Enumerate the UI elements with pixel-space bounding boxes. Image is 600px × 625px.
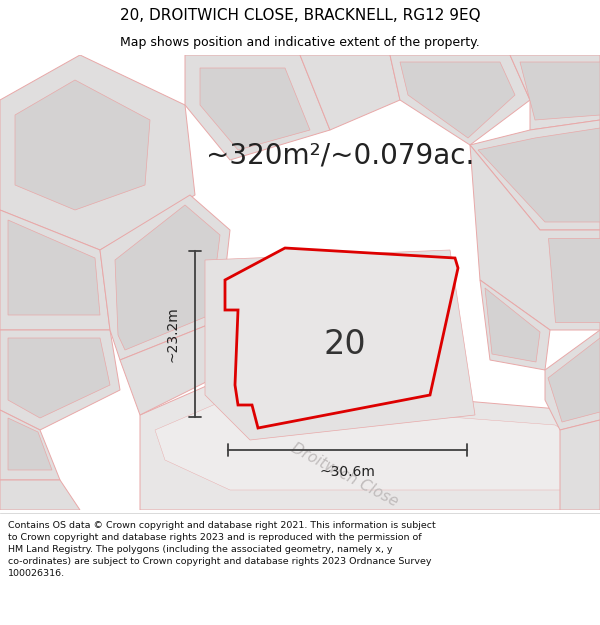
Polygon shape bbox=[548, 238, 600, 322]
Polygon shape bbox=[510, 55, 600, 130]
Polygon shape bbox=[390, 55, 530, 145]
Polygon shape bbox=[225, 248, 458, 428]
Polygon shape bbox=[205, 250, 475, 440]
Polygon shape bbox=[400, 62, 515, 138]
Text: Contains OS data © Crown copyright and database right 2021. This information is : Contains OS data © Crown copyright and d… bbox=[8, 521, 436, 578]
Polygon shape bbox=[185, 55, 330, 160]
Polygon shape bbox=[545, 330, 600, 430]
Polygon shape bbox=[100, 195, 230, 360]
Polygon shape bbox=[478, 128, 600, 222]
Text: 20: 20 bbox=[323, 329, 367, 361]
Text: Droitwich Close: Droitwich Close bbox=[289, 441, 401, 509]
Polygon shape bbox=[470, 145, 600, 330]
Polygon shape bbox=[140, 380, 600, 510]
Polygon shape bbox=[8, 220, 100, 315]
Polygon shape bbox=[200, 68, 310, 150]
Polygon shape bbox=[15, 80, 150, 210]
Polygon shape bbox=[8, 338, 110, 418]
Polygon shape bbox=[120, 320, 230, 415]
Polygon shape bbox=[470, 120, 600, 230]
Polygon shape bbox=[300, 55, 400, 130]
Polygon shape bbox=[560, 420, 600, 510]
Polygon shape bbox=[0, 410, 60, 480]
Text: 20, DROITWICH CLOSE, BRACKNELL, RG12 9EQ: 20, DROITWICH CLOSE, BRACKNELL, RG12 9EQ bbox=[119, 8, 481, 23]
Polygon shape bbox=[485, 288, 540, 362]
Polygon shape bbox=[0, 480, 80, 510]
Polygon shape bbox=[8, 418, 52, 470]
Polygon shape bbox=[480, 280, 550, 370]
Polygon shape bbox=[520, 62, 600, 120]
Text: ~30.6m: ~30.6m bbox=[319, 465, 375, 479]
Text: Map shows position and indicative extent of the property.: Map shows position and indicative extent… bbox=[120, 36, 480, 49]
Polygon shape bbox=[155, 400, 580, 490]
Polygon shape bbox=[0, 210, 110, 330]
Polygon shape bbox=[115, 205, 220, 350]
Text: ~320m²/~0.079ac.: ~320m²/~0.079ac. bbox=[206, 141, 474, 169]
Polygon shape bbox=[0, 55, 195, 250]
Text: ~23.2m: ~23.2m bbox=[166, 306, 180, 362]
Polygon shape bbox=[548, 338, 600, 422]
Polygon shape bbox=[0, 330, 120, 430]
